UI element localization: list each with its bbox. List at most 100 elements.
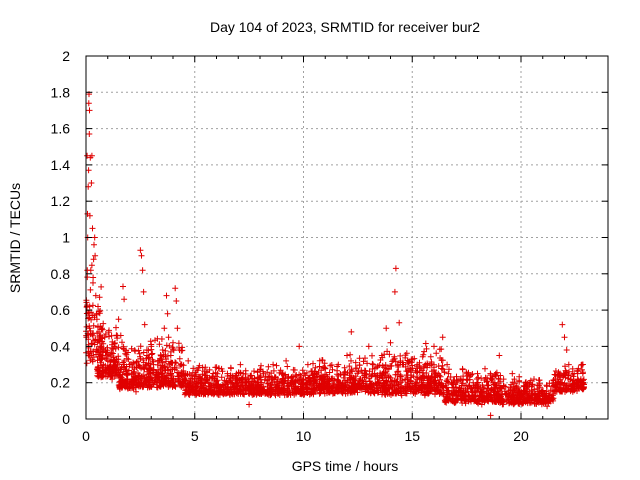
data-point (521, 383, 528, 390)
data-point (348, 366, 355, 373)
data-point (440, 366, 446, 373)
data-point (149, 356, 156, 363)
data-point (498, 385, 505, 392)
data-point (150, 361, 157, 368)
data-point (100, 361, 107, 368)
data-point (348, 357, 354, 364)
data-point (563, 347, 570, 353)
data-point (316, 380, 323, 387)
data-point (357, 383, 364, 390)
data-point (293, 372, 300, 379)
data-point (360, 358, 367, 365)
data-point (158, 336, 165, 342)
data-point (86, 325, 93, 332)
data-point (379, 362, 386, 369)
data-point (303, 389, 310, 396)
data-point (121, 358, 128, 364)
data-point (143, 347, 150, 353)
data-point (360, 384, 367, 391)
data-point (162, 381, 169, 388)
data-point (86, 107, 93, 114)
data-point (570, 383, 577, 390)
data-point (167, 370, 173, 377)
data-point (108, 332, 115, 339)
data-point (196, 362, 203, 369)
data-point (140, 357, 147, 363)
data-point (119, 384, 126, 390)
data-point (122, 378, 129, 385)
data-point (397, 352, 404, 359)
data-point (244, 376, 251, 383)
data-point (463, 369, 470, 376)
data-point (453, 373, 460, 380)
data-point (383, 325, 390, 332)
data-point (322, 365, 329, 372)
data-point (365, 343, 372, 350)
data-point (98, 344, 105, 351)
data-point (316, 363, 323, 370)
data-point (518, 394, 524, 401)
data-point (394, 376, 401, 382)
data-point (575, 365, 582, 372)
data-point (256, 385, 263, 392)
data-point (159, 365, 166, 372)
data-point (109, 376, 116, 383)
data-point (84, 274, 91, 281)
data-point (535, 388, 542, 395)
data-point (340, 374, 347, 381)
data-point (116, 379, 123, 385)
data-point (229, 380, 236, 387)
data-point (577, 384, 583, 391)
data-point (117, 366, 124, 373)
data-point (87, 286, 94, 293)
data-point (224, 370, 231, 377)
data-point (89, 331, 96, 338)
data-point (177, 381, 184, 388)
x-tick-labels: 0 5 10 15 20 (82, 428, 529, 444)
data-point (213, 384, 220, 391)
data-point (371, 388, 378, 395)
data-point (478, 375, 485, 382)
data-point (324, 390, 330, 397)
data-point (378, 352, 385, 359)
grid (86, 56, 608, 419)
data-point (122, 366, 129, 373)
x-tick-label: 20 (513, 428, 529, 444)
data-point (376, 362, 383, 369)
data-point (248, 390, 255, 397)
data-point (404, 372, 411, 379)
data-point (112, 364, 119, 371)
data-point (171, 382, 178, 389)
data-point (89, 302, 96, 309)
data-point (439, 334, 446, 341)
data-point (275, 382, 282, 389)
data-point (321, 364, 328, 371)
data-point (484, 375, 491, 382)
data-point (352, 365, 359, 372)
data-point (242, 367, 249, 374)
data-point (363, 378, 369, 385)
data-point (281, 380, 287, 387)
data-point (338, 388, 345, 395)
data-point (474, 380, 481, 387)
data-point (257, 390, 264, 397)
data-point (231, 389, 238, 396)
data-point (120, 283, 126, 290)
data-point (418, 389, 424, 396)
data-point (399, 377, 406, 384)
data-point (376, 380, 383, 387)
data-point (282, 371, 289, 378)
data-point (227, 376, 234, 383)
data-point (414, 368, 421, 375)
data-point (158, 352, 164, 359)
data-point (435, 370, 442, 377)
data-point (437, 373, 444, 380)
data-point (278, 370, 285, 377)
data-point (471, 388, 478, 395)
data-point (184, 389, 191, 396)
data-point (369, 352, 375, 359)
data-point (535, 397, 542, 404)
data-point (341, 364, 348, 371)
data-point (268, 370, 275, 377)
data-point (431, 343, 437, 350)
